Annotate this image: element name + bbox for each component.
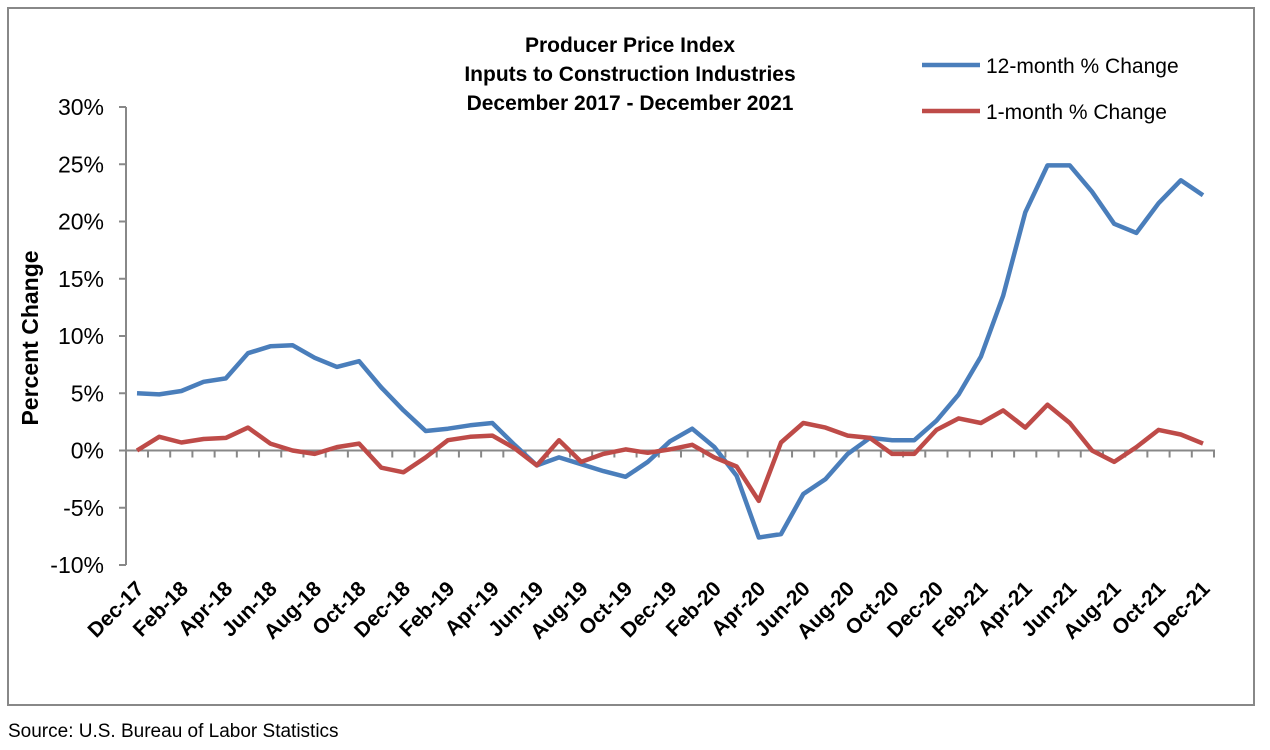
- series-line: [135, 402, 1204, 504]
- legend-label: 1-month % Change: [986, 101, 1167, 124]
- chart-title: December 2017 - December 2021: [467, 92, 794, 115]
- y-axis-label: Percent Change: [17, 250, 43, 425]
- source-note: Source: U.S. Bureau of Labor Statistics: [8, 721, 339, 742]
- y-tick-label: 15%: [58, 266, 104, 292]
- chart-title: Producer Price Index: [525, 34, 735, 57]
- y-tick-label: 25%: [58, 151, 104, 177]
- y-tick-label: 10%: [58, 323, 104, 349]
- series-line: [136, 163, 1205, 540]
- y-tick-label: 30%: [58, 94, 104, 120]
- y-tick-label: -5%: [63, 495, 104, 521]
- y-tick-label: 0%: [71, 438, 104, 464]
- y-tick-label: 5%: [71, 380, 104, 406]
- y-tick-label: -10%: [50, 552, 104, 578]
- chart-title: Inputs to Construction Industries: [464, 63, 795, 86]
- chart-border: [7, 7, 1255, 706]
- legend-label: 12-month % Change: [986, 55, 1179, 78]
- y-tick-label: 20%: [58, 209, 104, 235]
